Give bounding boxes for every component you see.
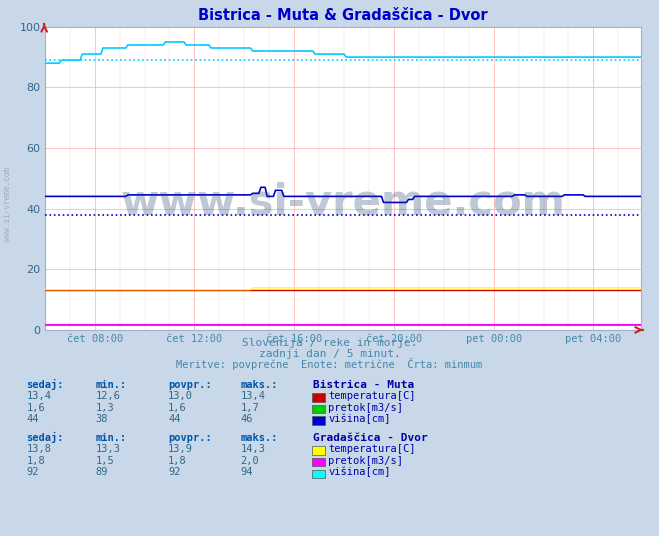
Text: 13,4: 13,4 <box>241 391 266 401</box>
Text: pretok[m3/s]: pretok[m3/s] <box>328 403 403 413</box>
Text: www.si-vreme.com: www.si-vreme.com <box>3 167 13 241</box>
Text: temperatura[C]: temperatura[C] <box>328 391 416 401</box>
Text: 13,3: 13,3 <box>96 444 121 455</box>
Text: 1,3: 1,3 <box>96 403 114 413</box>
Text: www.si-vreme.com: www.si-vreme.com <box>121 182 565 224</box>
Text: 89: 89 <box>96 467 108 478</box>
Text: maks.:: maks.: <box>241 379 278 390</box>
Text: sedaj:: sedaj: <box>26 378 64 390</box>
Text: 1,5: 1,5 <box>96 456 114 466</box>
Text: 44: 44 <box>26 414 39 425</box>
Text: 38: 38 <box>96 414 108 425</box>
Text: 1,8: 1,8 <box>26 456 45 466</box>
Text: zadnji dan / 5 minut.: zadnji dan / 5 minut. <box>258 349 401 359</box>
Text: 12,6: 12,6 <box>96 391 121 401</box>
Text: 92: 92 <box>26 467 39 478</box>
Text: min.:: min.: <box>96 379 127 390</box>
Text: 1,8: 1,8 <box>168 456 186 466</box>
Text: 13,9: 13,9 <box>168 444 193 455</box>
Text: povpr.:: povpr.: <box>168 433 212 443</box>
Text: Bistrica - Muta: Bistrica - Muta <box>313 379 415 390</box>
Text: 13,8: 13,8 <box>26 444 51 455</box>
Text: sedaj:: sedaj: <box>26 431 64 443</box>
Text: 13,4: 13,4 <box>26 391 51 401</box>
Text: višina[cm]: višina[cm] <box>328 414 391 425</box>
Text: 1,7: 1,7 <box>241 403 259 413</box>
Text: 14,3: 14,3 <box>241 444 266 455</box>
Text: pretok[m3/s]: pretok[m3/s] <box>328 456 403 466</box>
Text: Gradaščica - Dvor: Gradaščica - Dvor <box>313 433 428 443</box>
Text: Slovenija / reke in morje.: Slovenija / reke in morje. <box>242 338 417 348</box>
Text: min.:: min.: <box>96 433 127 443</box>
Text: 1,6: 1,6 <box>168 403 186 413</box>
Text: 2,0: 2,0 <box>241 456 259 466</box>
Text: 46: 46 <box>241 414 253 425</box>
Title: Bistrica - Muta & Gradaščica - Dvor: Bistrica - Muta & Gradaščica - Dvor <box>198 8 488 23</box>
Text: višina[cm]: višina[cm] <box>328 467 391 478</box>
Text: 92: 92 <box>168 467 181 478</box>
Text: 1,6: 1,6 <box>26 403 45 413</box>
Text: maks.:: maks.: <box>241 433 278 443</box>
Text: 13,0: 13,0 <box>168 391 193 401</box>
Text: 44: 44 <box>168 414 181 425</box>
Text: 94: 94 <box>241 467 253 478</box>
Text: Meritve: povprečne  Enote: metrične  Črta: minmum: Meritve: povprečne Enote: metrične Črta:… <box>177 358 482 370</box>
Text: temperatura[C]: temperatura[C] <box>328 444 416 455</box>
Text: povpr.:: povpr.: <box>168 379 212 390</box>
